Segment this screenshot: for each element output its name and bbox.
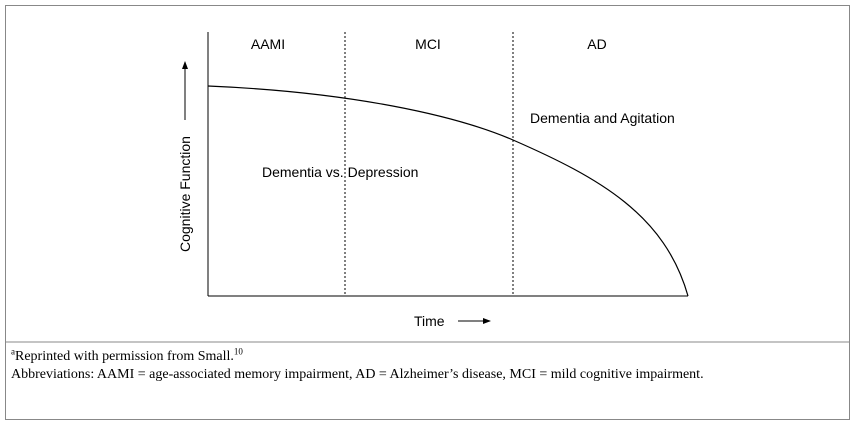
abbreviations: Abbreviations: AAMI = age-associated mem…	[11, 367, 704, 382]
footnote-marker: a	[11, 346, 15, 357]
annotation: Dementia and Agitation	[530, 110, 675, 126]
annotation: Dementia vs. Depression	[262, 164, 418, 180]
decline-curve	[207, 85, 689, 297]
figure-frame	[5, 5, 850, 420]
x-axis-label: Time	[414, 313, 445, 329]
footnote: aReprinted with permission from Small.10…	[11, 346, 811, 384]
phase-label: AAMI	[251, 36, 285, 52]
source-text: Reprinted with permission from Small.	[15, 349, 234, 364]
phase-label: AD	[587, 36, 606, 52]
reference: 10	[233, 346, 243, 357]
y-axis-label: Cognitive Function	[177, 136, 193, 252]
source-note: aReprinted with permission from Small.10	[11, 346, 811, 366]
phase-label: MCI	[415, 36, 441, 52]
